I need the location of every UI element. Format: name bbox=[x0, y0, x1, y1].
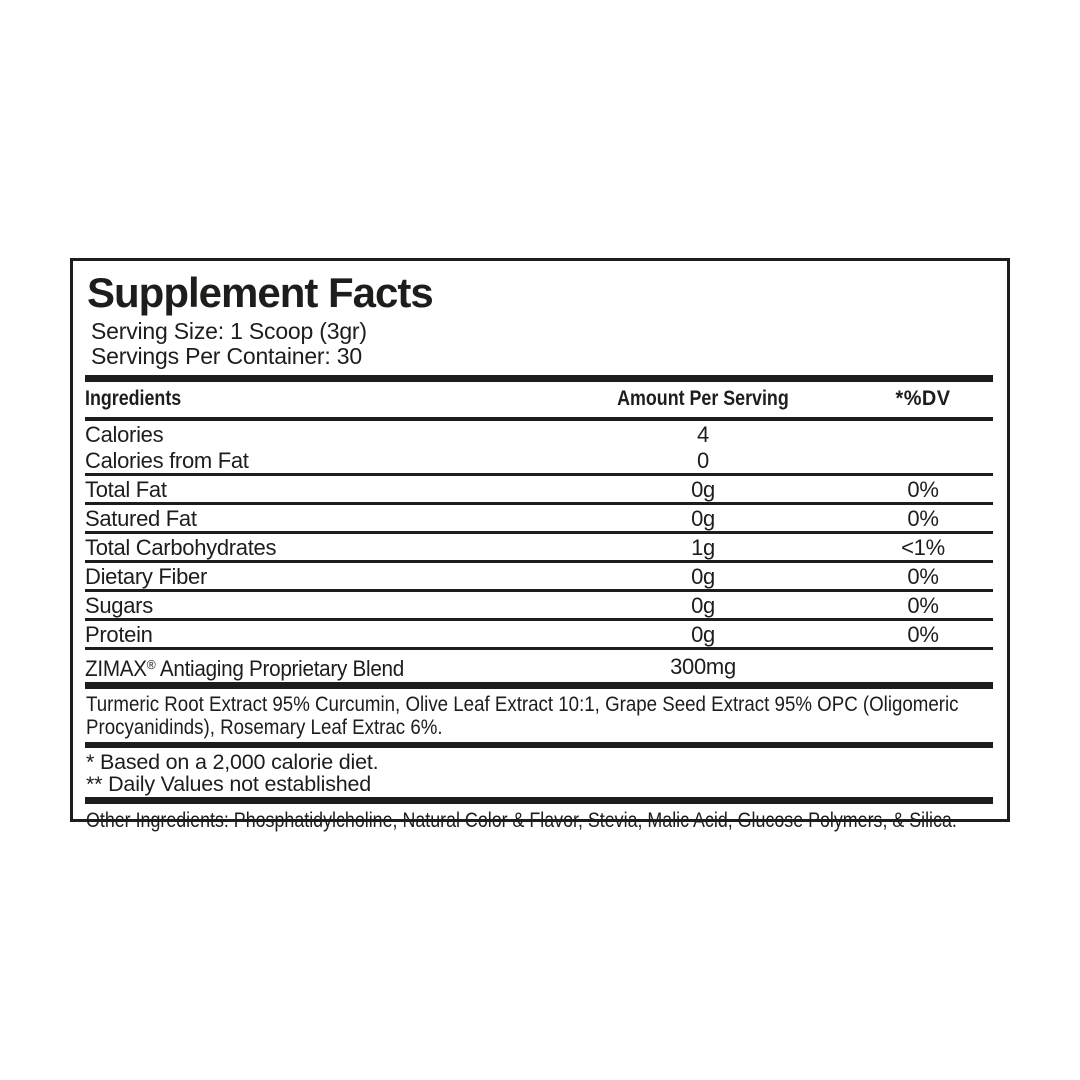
row-amount: 4 bbox=[697, 422, 709, 447]
row-amount: 0g bbox=[691, 477, 715, 502]
row-dv: 0% bbox=[907, 622, 939, 647]
divider-thick-blend bbox=[85, 682, 993, 689]
supplement-facts-panel: Supplement Facts Serving Size: 1 Scoop (… bbox=[70, 258, 1010, 832]
divider-thick-other bbox=[85, 797, 993, 804]
row-name: Total Fat bbox=[85, 477, 167, 502]
row-name: Total Carbohydrates bbox=[85, 535, 277, 560]
row-amount: 0 bbox=[697, 448, 709, 473]
table-row-calories: Calories 4 bbox=[85, 421, 993, 447]
row-amount: 1g bbox=[691, 535, 715, 560]
row-name: Calories from Fat bbox=[85, 448, 249, 473]
row-name: Dietary Fiber bbox=[85, 564, 208, 589]
footnotes-block: * Based on a 2,000 calorie diet. ** Dail… bbox=[86, 751, 993, 795]
row-dv: <1% bbox=[901, 535, 945, 560]
row-name: Protein bbox=[85, 622, 153, 647]
row-dv: 0% bbox=[907, 564, 939, 589]
table-row-total-fat: Total Fat 0g 0% bbox=[85, 476, 993, 505]
table-row-sugars: Sugars 0g 0% bbox=[85, 592, 993, 621]
table-row-dietary-fiber: Dietary Fiber 0g 0% bbox=[85, 563, 993, 592]
servings-per-container-text: Servings Per Container: 30 bbox=[91, 343, 362, 369]
row-amount: 0g bbox=[691, 506, 715, 531]
panel-title: Supplement Facts bbox=[87, 269, 434, 316]
row-name: Calories bbox=[85, 422, 164, 447]
row-amount: 0g bbox=[691, 622, 715, 647]
registered-trademark-symbol: ® bbox=[146, 657, 156, 672]
row-amount: 0g bbox=[691, 564, 715, 589]
table-row-calories-from-fat: Calories from Fat 0 bbox=[85, 447, 993, 476]
footnote-calorie-diet: * Based on a 2,000 calorie diet. bbox=[86, 750, 379, 774]
table-row-total-carbohydrates: Total Carbohydrates 1g <1% bbox=[85, 534, 993, 563]
column-header-ingredients: Ingredients bbox=[85, 387, 182, 410]
table-row-satured-fat: Satured Fat 0g 0% bbox=[85, 505, 993, 534]
serving-size-text: Serving Size: 1 Scoop (3gr) bbox=[91, 318, 367, 344]
table-row-protein: Protein 0g 0% bbox=[85, 621, 993, 650]
column-header-amount-per-serving: Amount Per Serving bbox=[617, 387, 789, 410]
row-dv: 0% bbox=[907, 506, 939, 531]
row-dv: 0% bbox=[907, 593, 939, 618]
blend-amount: 300mg bbox=[670, 654, 736, 679]
table-row-proprietary-blend: ZIMAX® Antiaging Proprietary Blend 300mg bbox=[85, 650, 993, 682]
footnote-daily-values: ** Daily Values not established bbox=[86, 772, 372, 796]
blend-name: ZIMAX® Antiaging Proprietary Blend bbox=[85, 656, 404, 681]
row-dv: 0% bbox=[907, 477, 939, 502]
divider-thick-top bbox=[85, 375, 993, 382]
other-ingredients-text: Other Ingredients: Phosphatidylcholine, … bbox=[86, 808, 957, 832]
blend-description: Turmeric Root Extract 95% Curcumin, Oliv… bbox=[86, 692, 959, 739]
divider-thick-footnotes bbox=[85, 742, 993, 748]
table-header-row: Ingredients Amount Per Serving *%DV bbox=[85, 382, 993, 421]
row-name: Satured Fat bbox=[85, 506, 197, 531]
column-header-dv: *%DV bbox=[895, 387, 951, 410]
row-amount: 0g bbox=[691, 593, 715, 618]
row-name: Sugars bbox=[85, 593, 153, 618]
